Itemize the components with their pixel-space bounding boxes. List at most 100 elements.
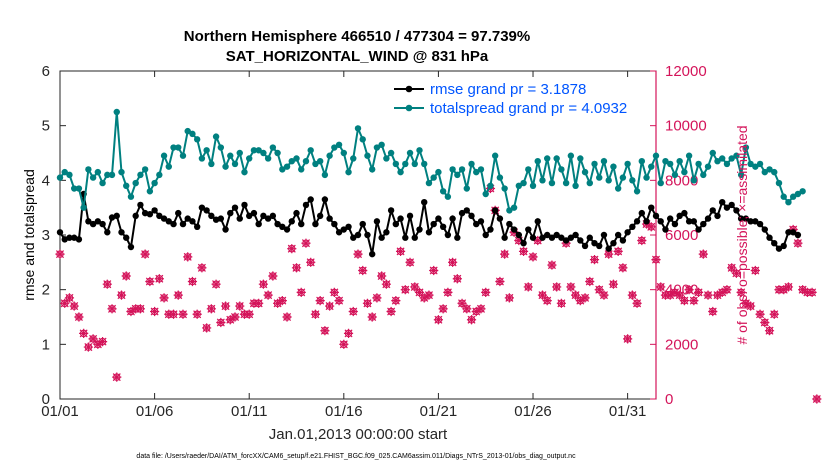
totalspread-point [302,158,310,165]
obs-assimilated-marker [457,298,467,308]
totalspread-point [562,179,570,187]
totalspread-point [529,182,537,189]
totalspread-point [510,204,518,211]
rmse-point [132,212,139,220]
rmse-point [264,215,272,222]
rmse-point [359,220,366,228]
totalspread-point [411,160,418,168]
totalspread-point [274,149,281,157]
obs-assimilated-marker [443,287,453,297]
obs-assimilated-marker [178,309,188,319]
totalspread-point [298,166,305,173]
left-tick-label: 6 [42,63,50,80]
rmse-point [785,229,792,236]
totalspread-point [520,179,527,187]
rmse-point [137,201,144,209]
obs-assimilated-marker [779,285,789,295]
totalspread-point [719,155,726,162]
rmse-point [444,231,452,239]
rmse-point [203,207,210,214]
rmse-point [193,223,201,230]
obs-assimilated-marker [424,290,434,300]
rmse-point [170,220,177,228]
obs-assimilated-marker [566,282,576,292]
totalspread-point [198,155,206,162]
rmse-point [506,220,513,228]
rmse-point [250,209,258,217]
obs-assimilated-marker [64,293,75,303]
obs-assimilated-marker [698,249,708,259]
rmse-point [681,209,688,217]
totalspread-point [596,174,603,181]
totalspread-point [619,174,627,181]
rmse-point [449,215,456,222]
rmse-point [406,212,414,220]
rmse-point [657,218,664,225]
rmse-point [562,237,570,244]
totalspread-point [704,163,712,170]
obs-assimilated-marker [320,326,330,336]
totalspread-point [364,152,371,159]
obs-assimilated-marker [140,249,150,259]
totalspread-point [345,168,352,176]
obs-assimilated-marker [802,287,812,297]
totalspread-point [794,190,802,198]
rmse-point [255,220,262,228]
legend-item-rmse: rmse grand pr = 3.1878 [394,81,586,98]
rmse-point [269,212,277,220]
obs-assimilated-marker [419,293,429,303]
obs-assimilated-marker [462,304,472,314]
obs-assimilated-marker [665,290,675,300]
totalspread-point [227,152,234,159]
rmse-point [771,240,778,247]
obs-assimilated-marker [646,222,656,232]
totalspread-point [378,141,385,148]
obs-assimilated-marker [741,298,751,308]
obs-assimilated-marker [400,285,410,295]
rmse-point [435,215,442,222]
totalspread-point [733,152,740,159]
totalspread-point [316,158,324,165]
rmse-point [283,226,291,233]
obs-assimilated-marker [202,323,212,333]
totalspread-point [397,168,404,176]
rmse-point [274,220,281,228]
totalspread-point [193,136,201,143]
totalspread-point [534,158,541,165]
legend-item-totalspread: totalspread grand pr = 4.0932 [394,100,627,117]
x-tick-label: 01/11 [231,403,267,420]
totalspread-point [444,193,452,200]
totalspread-point [605,177,612,184]
totalspread-point [85,166,92,173]
totalspread-point [648,163,655,170]
totalspread-point [491,152,499,159]
totalspread-point [260,149,267,157]
rmse-point [577,237,584,244]
totalspread-point [553,155,560,162]
x-tick-label: 01/31 [609,403,647,420]
totalspread-point [629,177,636,184]
right-tick-label: 2000 [665,336,698,353]
obs-assimilated-marker [660,290,671,300]
totalspread-point [643,174,650,181]
totalspread-point [312,160,319,168]
rmse-point [629,223,636,230]
totalspread-point [335,141,343,148]
totalspread-point [156,171,163,179]
obs-assimilated-marker [249,298,259,308]
totalspread-point [217,144,225,151]
obs-assimilated-marker [570,290,581,300]
totalspread-point [799,188,806,195]
rmse-point [113,212,120,220]
obs-assimilated-marker [518,246,529,256]
obs-assimilated-marker [608,279,619,289]
rmse-point [321,196,329,203]
chart-title: Northern Hemisphere 466510 / 477304 = 97… [184,28,530,45]
rmse-point [104,229,111,236]
right-tick-label: 12000 [665,63,707,80]
totalspread-point [179,152,187,159]
x-tick-label: 01/21 [420,403,458,420]
x-tick-label: 01/01 [41,403,79,420]
obs-assimilated-marker [589,255,600,265]
rmse-point [652,212,660,220]
